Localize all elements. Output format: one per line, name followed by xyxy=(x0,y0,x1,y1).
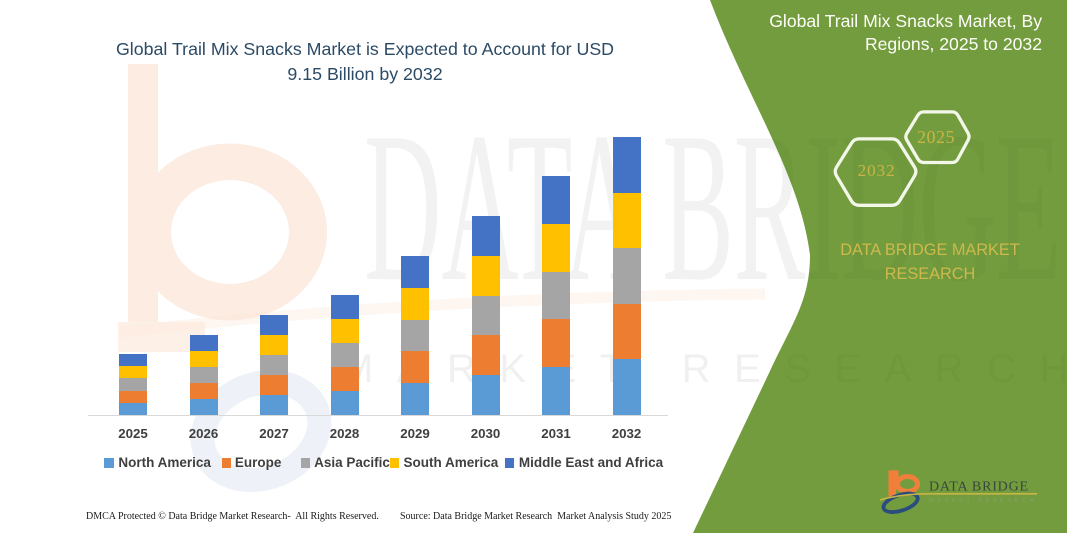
svg-text:DATA BRIDGE: DATA BRIDGE xyxy=(364,88,1061,326)
svg-text:2025: 2025 xyxy=(917,127,955,147)
svg-text:2032: 2032 xyxy=(858,161,896,180)
svg-text:MARKET RESEARCH: MARKET RESEARCH xyxy=(929,498,1037,504)
svg-text:DATA BRIDGE: DATA BRIDGE xyxy=(929,480,1029,495)
